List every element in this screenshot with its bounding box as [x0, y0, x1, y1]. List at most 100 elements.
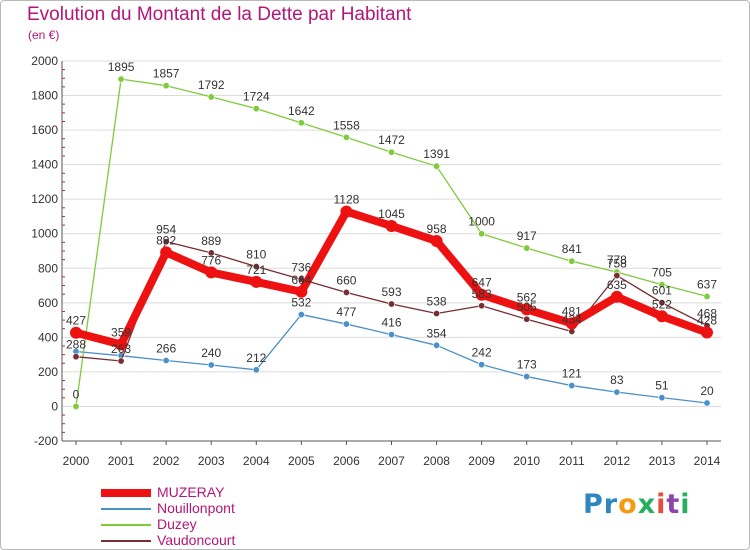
data-label: 721: [246, 263, 266, 277]
x-tick-label: 2001: [108, 454, 135, 468]
data-label: 266: [156, 342, 176, 356]
data-point: [252, 105, 260, 113]
y-tick-label: 1400: [31, 158, 58, 172]
data-label: 434: [562, 312, 582, 326]
data-point: [342, 133, 350, 141]
legend-swatch: [101, 508, 151, 510]
data-label: 477: [336, 305, 356, 319]
data-point: [340, 205, 353, 218]
data-label: 841: [562, 242, 582, 256]
data-label: 505: [517, 300, 537, 314]
data-point: [703, 292, 711, 300]
legend-label: Vaudoncourt: [157, 532, 236, 548]
data-label: 1000: [468, 215, 495, 229]
data-point: [703, 399, 711, 407]
data-point: [72, 402, 80, 410]
data-label: 263: [111, 342, 131, 356]
x-tick-label: 2010: [513, 454, 540, 468]
x-tick-label: 2012: [604, 454, 631, 468]
data-point: [433, 162, 441, 170]
data-point: [568, 382, 576, 390]
x-tick-label: 2002: [153, 454, 180, 468]
data-label: 212: [246, 351, 266, 365]
data-point: [250, 275, 263, 288]
data-label: 427: [66, 314, 86, 328]
data-point: [342, 320, 350, 328]
data-label: 242: [472, 346, 492, 360]
data-point: [520, 303, 533, 316]
logo-letter: o: [618, 489, 638, 520]
data-point: [658, 281, 666, 289]
data-label: 776: [201, 253, 221, 267]
logo-letter: t: [666, 489, 681, 520]
x-tick-label: 2009: [468, 454, 495, 468]
data-label: 359: [111, 325, 131, 339]
data-point: [701, 326, 713, 339]
data-label: 601: [652, 284, 672, 298]
data-label: 889: [201, 234, 221, 248]
data-point: [655, 310, 668, 323]
data-label: 1857: [153, 67, 180, 81]
data-label: 664: [291, 273, 311, 287]
data-point: [115, 338, 128, 351]
data-label: 583: [472, 287, 492, 301]
data-point: [205, 266, 218, 279]
data-point: [387, 300, 395, 308]
data-point: [252, 366, 260, 374]
data-point: [160, 246, 173, 259]
y-tick-label: 1800: [31, 89, 58, 103]
legend-label: MUZERAY: [157, 484, 225, 500]
chart-unit-label: (en €): [28, 28, 60, 42]
data-label: 51: [655, 379, 669, 393]
data-label: 705: [652, 266, 672, 280]
legend-swatch: [101, 540, 151, 542]
legend-label: Duzey: [157, 516, 197, 532]
data-point: [117, 357, 125, 365]
data-point: [478, 302, 486, 310]
data-label: 20: [700, 384, 714, 398]
y-tick-label: 200: [38, 365, 58, 379]
data-point: [523, 244, 531, 252]
logo-letter: P: [583, 489, 604, 520]
data-label: 121: [562, 367, 582, 381]
data-label: 1792: [198, 78, 225, 92]
data-label: 538: [427, 295, 447, 309]
data-label: 892: [156, 233, 176, 247]
data-label: 1391: [423, 147, 450, 161]
data-point: [207, 249, 215, 257]
data-label: 1128: [334, 193, 360, 207]
x-tick-label: 2011: [559, 454, 585, 468]
y-tick-label: 1000: [31, 227, 58, 241]
x-tick-label: 2007: [378, 454, 405, 468]
data-point: [658, 299, 666, 307]
data-label: 637: [697, 277, 717, 291]
y-tick-label: 2000: [31, 54, 58, 68]
data-label: 1642: [288, 104, 315, 118]
chart-title: Evolution du Montant de la Dette par Hab…: [27, 4, 412, 25]
data-label: 660: [336, 273, 356, 287]
x-tick-label: 2008: [423, 454, 450, 468]
y-tick-label: 1200: [31, 192, 58, 206]
data-label: 428: [697, 314, 717, 328]
data-point: [207, 93, 215, 101]
data-label: 0: [73, 387, 80, 401]
data-label: 173: [517, 358, 537, 372]
data-label: 778: [607, 253, 627, 267]
data-point: [295, 285, 308, 298]
data-point: [387, 331, 395, 339]
logo-letter: i: [680, 489, 691, 520]
y-tick-label: 1600: [31, 123, 58, 137]
data-label: 635: [607, 278, 627, 292]
data-label: 1045: [378, 207, 405, 221]
x-tick-label: 2013: [649, 454, 676, 468]
data-point: [162, 357, 170, 365]
data-point: [433, 341, 441, 349]
data-point: [613, 272, 621, 280]
x-tick-label: 2000: [63, 454, 90, 468]
data-label: 647: [472, 276, 492, 290]
legend-swatch: [101, 524, 151, 526]
data-point: [385, 219, 398, 232]
data-point: [475, 288, 488, 301]
